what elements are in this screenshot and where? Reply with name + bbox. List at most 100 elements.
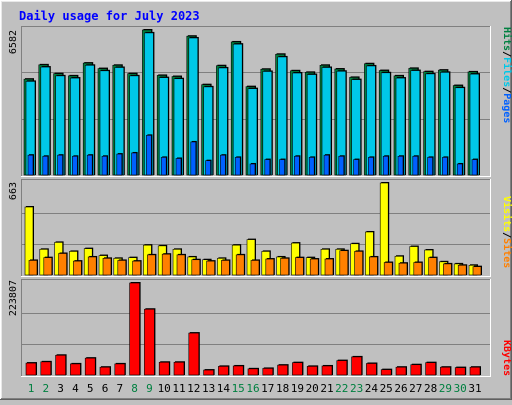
x-label-day-30: 30 [454, 382, 467, 395]
bar-kbytes-day-31 [469, 366, 481, 376]
x-label-day-3: 3 [57, 382, 64, 395]
bar-kbytes-day-13 [203, 369, 214, 376]
bar-pages-day-11 [175, 158, 182, 176]
bar-kbytes-day-8 [129, 282, 140, 376]
bar-kbytes-day-15 [232, 365, 244, 376]
bar-pages-day-17 [264, 159, 271, 176]
bar-pages-day-7 [116, 153, 123, 176]
bar-sites-day-27 [413, 262, 423, 276]
bar-pages-day-21 [323, 154, 330, 176]
x-label-day-27: 27 [409, 382, 422, 395]
bar-sites-day-7 [117, 260, 127, 276]
panel-frame-kbytes [21, 279, 491, 377]
axis-label-part: KBytes [501, 340, 512, 376]
x-label-day-2: 2 [42, 382, 49, 395]
x-label-day-10: 10 [158, 382, 171, 395]
x-label-day-24: 24 [365, 382, 379, 395]
axis-label-part: Hits [501, 27, 512, 51]
bar-sites-day-5 [87, 256, 97, 276]
bar-kbytes-day-10 [158, 361, 170, 376]
bar-pages-day-15 [234, 157, 241, 176]
axis-label-part: / [501, 87, 512, 93]
bar-sites-day-8 [132, 260, 141, 276]
bar-kbytes-day-20 [306, 366, 318, 376]
x-label-day-25: 25 [380, 382, 393, 395]
x-label-day-14: 14 [217, 382, 231, 395]
x-label-day-31: 31 [468, 382, 481, 395]
bar-pages-day-20 [308, 157, 315, 176]
bar-sites-day-28 [428, 257, 437, 276]
panel-frame-visits [21, 179, 491, 277]
bar-pages-day-27 [412, 155, 419, 176]
bar-kbytes-day-18 [277, 364, 288, 376]
axis-label-kbytes: KBytes [501, 340, 512, 376]
bar-kbytes-day-9 [144, 308, 155, 376]
bar-sites-day-11 [176, 254, 186, 276]
bar-pages-day-9 [146, 135, 152, 176]
bar-pages-day-13 [205, 160, 211, 176]
bar-kbytes-day-16 [247, 368, 259, 376]
x-label-day-5: 5 [87, 382, 94, 395]
bar-pages-day-26 [397, 155, 404, 176]
bar-sites-day-10 [161, 253, 171, 276]
bar-pages-day-5 [86, 154, 93, 176]
chart-title: Daily usage for July 2023 [19, 9, 200, 23]
bar-kbytes-day-28 [425, 362, 436, 376]
bar-pages-day-25 [382, 155, 389, 176]
bar-pages-day-29 [442, 157, 448, 176]
bar-files-day-30 [454, 87, 465, 176]
axis-label-part: Visits [501, 196, 512, 232]
bar-files-day-18 [277, 56, 287, 176]
bar-pages-day-23 [353, 159, 359, 176]
bar-pages-day-12 [190, 141, 197, 176]
bar-sites-day-13 [206, 260, 215, 276]
bar-pages-day-8 [131, 152, 137, 176]
ymax-label-visits: 663 [8, 182, 19, 200]
bar-kbytes-day-5 [84, 357, 96, 376]
axis-label-visits-sites: Visits/Sites [501, 196, 512, 268]
ymax-label-hits: 6582 [8, 30, 19, 54]
x-label-day-9: 9 [146, 382, 153, 395]
bar-kbytes-day-19 [292, 362, 303, 376]
bar-kbytes-day-22 [336, 360, 348, 376]
bar-pages-day-24 [368, 157, 374, 176]
bar-kbytes-day-17 [262, 368, 274, 376]
bar-pages-day-2 [42, 155, 49, 176]
x-label-day-21: 21 [320, 382, 333, 395]
bar-kbytes-day-25 [380, 369, 392, 376]
x-label-day-17: 17 [261, 382, 274, 395]
bar-pages-day-22 [338, 155, 345, 176]
x-label-day-29: 29 [439, 382, 452, 395]
bar-sites-day-2 [43, 257, 53, 276]
bar-sites-day-23 [354, 251, 363, 276]
bar-sites-day-12 [191, 259, 201, 276]
bar-sites-day-4 [73, 260, 82, 276]
bar-files-day-15 [232, 43, 243, 176]
bar-pages-day-28 [427, 157, 433, 176]
bar-sites-day-18 [280, 258, 289, 276]
bar-pages-day-18 [279, 159, 285, 176]
x-label-day-8: 8 [131, 382, 138, 395]
x-label-day-12: 12 [187, 382, 200, 395]
bar-sites-day-9 [147, 254, 156, 276]
bar-sites-day-16 [250, 260, 260, 276]
bar-pages-day-4 [72, 155, 78, 176]
bar-kbytes-day-12 [188, 332, 200, 376]
bar-sites-day-29 [443, 263, 452, 276]
bar-kbytes-day-24 [366, 363, 377, 376]
bar-files-day-16 [247, 88, 258, 176]
bar-sites-day-22 [339, 250, 349, 276]
x-label-day-28: 28 [424, 382, 437, 395]
bar-pages-day-3 [57, 154, 63, 176]
bar-kbytes-day-30 [454, 367, 466, 376]
x-label-day-11: 11 [172, 382, 185, 395]
bar-kbytes-day-14 [218, 366, 229, 376]
x-label-day-19: 19 [291, 382, 304, 395]
bar-pages-day-6 [101, 155, 108, 176]
bar-visits-day-25 [379, 182, 389, 276]
bar-kbytes-day-1 [25, 362, 37, 376]
bar-kbytes-day-21 [321, 365, 333, 376]
panel-frame-hits [21, 26, 491, 177]
bar-pages-day-14 [220, 154, 226, 176]
